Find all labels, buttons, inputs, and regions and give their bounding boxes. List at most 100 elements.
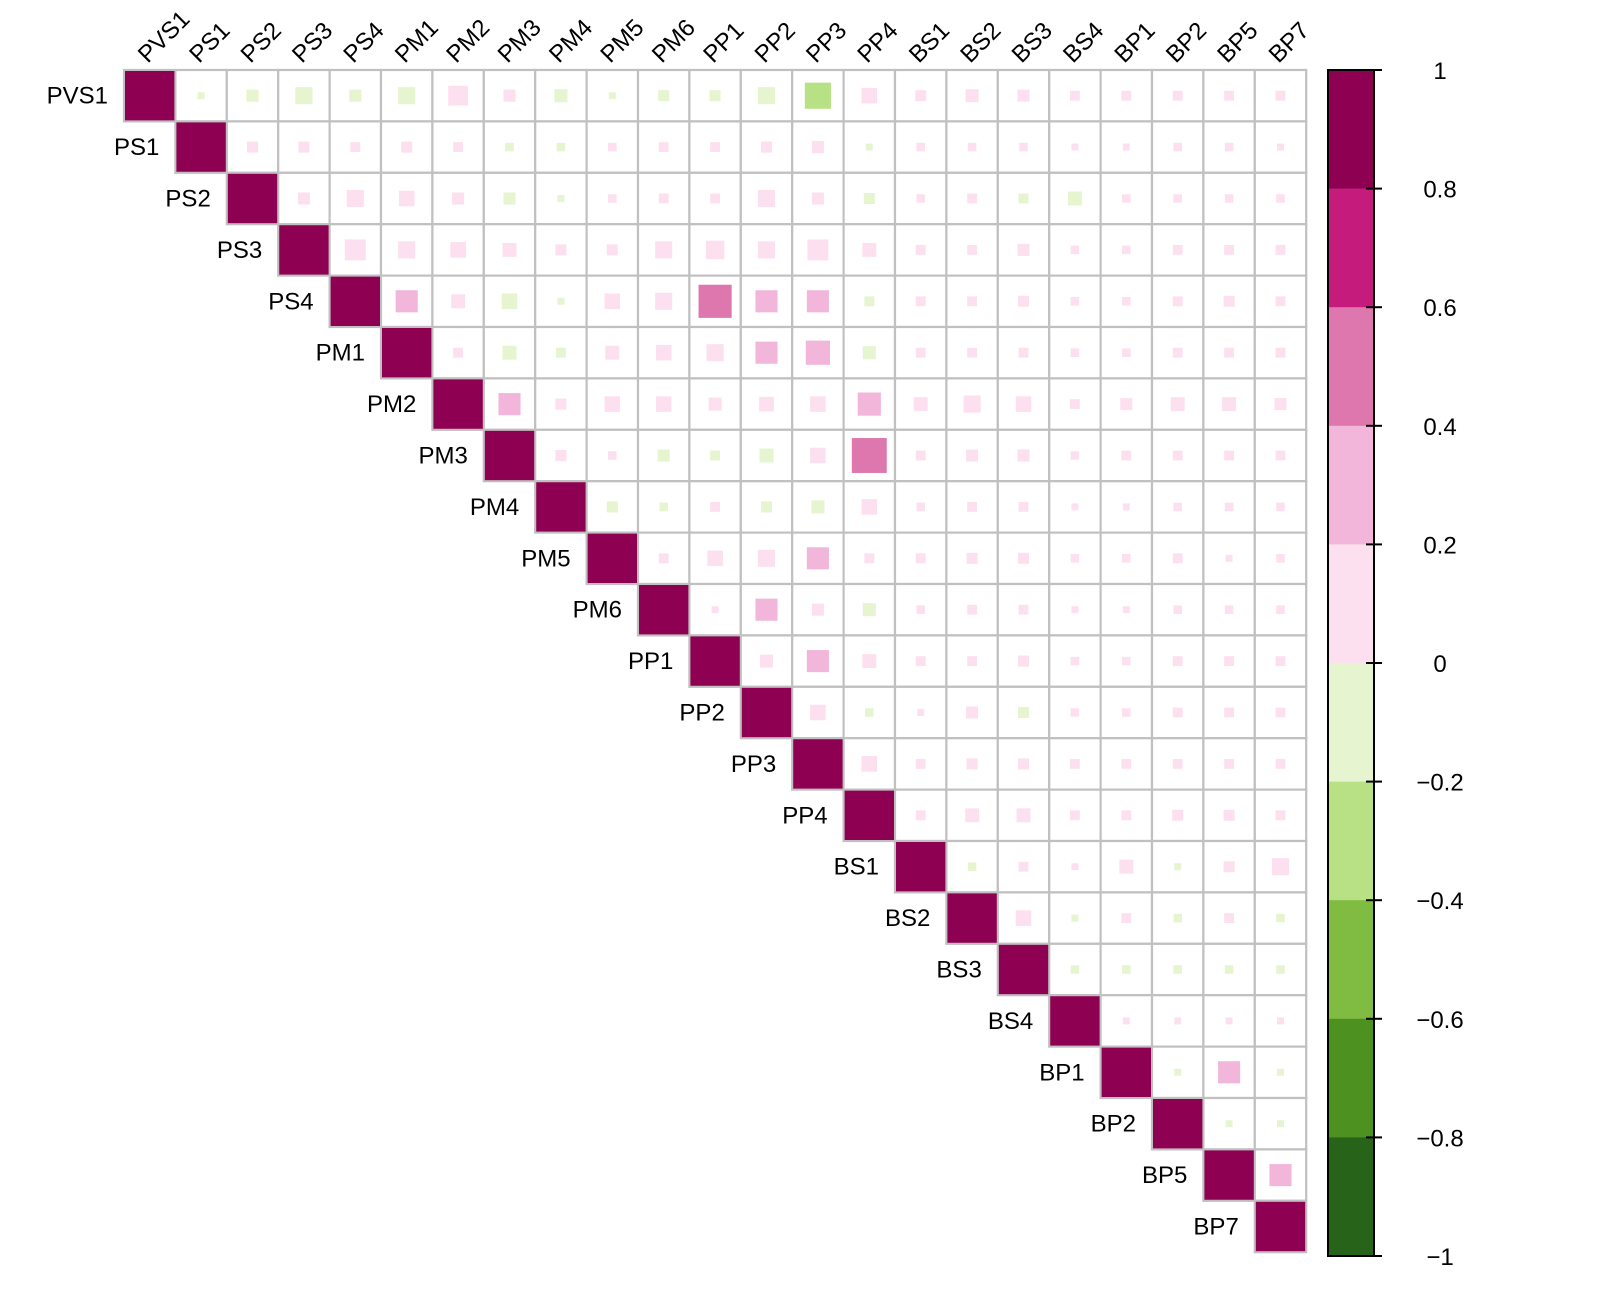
cell-PS4-PP2	[755, 290, 778, 313]
cell-PVS1-BP7	[1275, 90, 1286, 101]
cell-PP2-BS4	[1070, 708, 1080, 717]
cell-PM3-PP3	[810, 447, 826, 464]
cell-PM1-PM6	[655, 344, 672, 361]
cell-PP4-BS1	[915, 810, 926, 821]
cell-BS4-BP5	[1225, 1017, 1233, 1025]
cell-PS2-PP3	[811, 192, 824, 205]
cell-PP3-BS1	[915, 758, 926, 769]
cell-BS3-BS3	[998, 944, 1049, 995]
cell-PS2-PM2	[452, 192, 465, 205]
row-label-PS4: PS4	[268, 288, 313, 315]
cell-PS3-BS1	[915, 244, 926, 255]
col-label-PM6: PM6	[647, 14, 701, 68]
colorbar-bin-6	[1328, 781, 1374, 901]
cell-PM5-BS2	[966, 552, 978, 564]
cell-PP4-BS4	[1069, 810, 1080, 821]
cell-PM4-BP5	[1224, 502, 1234, 512]
cell-PS2-BP7	[1276, 194, 1285, 203]
cell-PM5-PP3	[806, 547, 829, 570]
cell-PP1-PP4	[862, 654, 877, 669]
cell-PM1-PM5	[605, 345, 620, 360]
cell-PP3-BS2	[966, 758, 978, 770]
cell-PVS1-PM4	[554, 89, 568, 103]
colorbar-tick-label: 0.2	[1423, 532, 1456, 559]
cell-BP1-BP7	[1277, 1068, 1284, 1076]
col-label-PS3: PS3	[287, 17, 338, 68]
cell-PS4-PM4	[557, 297, 565, 305]
colorbar-tick-label: 0.4	[1423, 414, 1456, 441]
cell-PS4-PP3	[806, 290, 829, 313]
cell-PP2-PP4	[865, 708, 874, 717]
cell-PS2-PP2	[757, 189, 776, 208]
row-label-BP2: BP2	[1091, 1111, 1136, 1138]
cell-PM6-BS1	[916, 605, 925, 614]
cell-PS1-PM1	[401, 141, 413, 153]
cell-PM2-PM4	[555, 398, 567, 410]
cell-PS3-PP2	[757, 241, 776, 259]
row-label-PS2: PS2	[165, 186, 210, 213]
cell-PS2-BP2	[1173, 194, 1182, 203]
cell-PS1-PP1	[710, 142, 721, 153]
col-label-PM4: PM4	[544, 14, 598, 68]
cell-PM3-BP7	[1275, 450, 1286, 461]
cell-PP3-BS4	[1069, 758, 1080, 769]
cell-PP4-BP1	[1121, 810, 1132, 821]
cell-PVS1-BP2	[1172, 90, 1183, 101]
col-label-PS2: PS2	[236, 17, 287, 68]
col-label-PP2: PP2	[750, 17, 801, 68]
cell-PM6-BP5	[1224, 605, 1234, 614]
col-label-BS4: BS4	[1058, 17, 1109, 68]
cell-PP2-BP2	[1172, 707, 1183, 718]
cell-PP2-BS3	[1017, 706, 1030, 719]
colorbar-bin-8	[1328, 1018, 1374, 1138]
cell-PS4-PM5	[604, 293, 621, 310]
cell-PP3-BP5	[1224, 758, 1235, 769]
cell-BS2-BS2	[947, 893, 997, 943]
colorbar-tick-label: −0.6	[1416, 1007, 1463, 1034]
cell-BS3-BP2	[1173, 965, 1182, 974]
cell-PS1-BS2	[967, 142, 977, 152]
cell-PVS1-PS3	[295, 87, 313, 105]
row-label-PM1: PM1	[316, 340, 365, 367]
cell-PS1-PS4	[350, 142, 361, 153]
cell-PVS1-PP4	[861, 87, 878, 104]
cell-BP2-BP7	[1277, 1120, 1284, 1128]
cell-PM2-PM6	[655, 396, 672, 412]
row-label-BP1: BP1	[1039, 1059, 1084, 1086]
cell-PM2-BP1	[1120, 398, 1133, 411]
cell-PVS1-PM1	[398, 87, 416, 105]
cell-BP2-BP2	[1153, 1099, 1203, 1149]
cell-PM1-BS4	[1070, 348, 1080, 357]
row-label-PM4: PM4	[470, 494, 519, 521]
cell-PM1-PP3	[805, 340, 831, 365]
cell-PS2-PM4	[557, 195, 565, 202]
cell-BS3-BS4	[1070, 965, 1080, 974]
cell-PS4-BP2	[1172, 296, 1183, 307]
cell-PM3-BP2	[1172, 450, 1183, 461]
cell-PM1-PM2	[453, 347, 464, 358]
cell-PM1-PM1	[382, 328, 432, 378]
cell-PS2-PM6	[658, 193, 669, 204]
cell-PM3-PM3	[484, 430, 535, 481]
cell-PS1-BS3	[1019, 142, 1028, 152]
cell-PM5-BP7	[1276, 554, 1285, 563]
cell-PP3-BP7	[1275, 758, 1286, 769]
cell-PS3-PS4	[344, 239, 366, 261]
cell-PM5-BS4	[1070, 554, 1080, 563]
col-label-PM3: PM3	[493, 14, 547, 68]
cell-PM4-PP3	[811, 500, 825, 514]
col-label-BS3: BS3	[1007, 17, 1058, 68]
cell-PM2-PM2	[433, 379, 483, 429]
row-label-BS1: BS1	[834, 854, 879, 881]
cell-BS1-BP5	[1223, 861, 1235, 873]
cell-PM5-BP1	[1122, 554, 1131, 563]
cell-PS1-PM6	[658, 142, 669, 153]
row-label-PM2: PM2	[367, 391, 416, 418]
col-label-PS4: PS4	[338, 17, 389, 68]
cell-PM4-BS4	[1071, 503, 1079, 511]
cell-PS2-PM3	[503, 192, 516, 205]
cell-PS3-PM2	[450, 242, 466, 258]
cell-PM4-BP1	[1122, 503, 1130, 511]
cell-PP4-BS2	[965, 808, 980, 823]
cell-PM1-PP1	[706, 344, 724, 362]
